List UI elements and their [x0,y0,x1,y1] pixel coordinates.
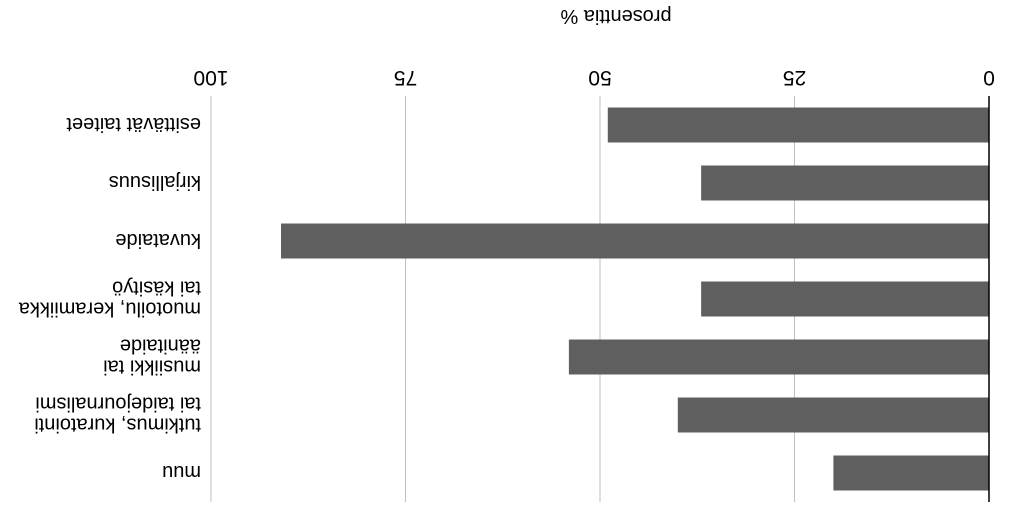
category-label-kirjallisuus: kirjallisuus [109,171,201,193]
x-tick-label-75: 75 [394,66,417,89]
category-label-muotoilu-keramiikka-tai-k-sity: muotoilu, keramiikkatai käsityö [18,277,201,320]
bar-muu [833,455,989,491]
category-label-line: kirjallisuus [109,171,201,193]
x-tick-labels: 0 25 50 75 100 [193,66,994,89]
x-tick-label-50: 50 [588,66,611,89]
category-label-musiikki-tai-nitaide: musiikki taiäänitaide [103,335,201,378]
category-label-line: muotoilu, keramiikka [18,298,201,320]
bars [281,107,989,491]
category-label-line: esittävät taiteet [66,113,201,135]
bar-kuvataide [281,223,989,259]
bar-muotoilu-keramiikka-tai-k-sity [701,281,989,317]
category-label-line: tai taidejournalismi [35,393,201,415]
category-labels: esittävät taiteet kirjallisuus kuvataide mu… [18,113,201,483]
category-label-line: musiikki tai [103,356,201,378]
chart-rotated-group: 0 25 50 75 100 esittävät taiteet kirjallisuus… [18,5,995,502]
bar-tutkimus-kuratointi-tai-taidejournalismi [677,397,989,433]
bar-kirjallisuus [701,165,989,201]
category-label-kuvataide: kuvataide [115,229,201,251]
x-axis-label: prosenttia % [560,5,671,27]
bar-esitt-v-t-taiteet [607,107,989,143]
category-label-line: tai käsityö [112,277,201,299]
category-label-line: tutkimus, kuratointi [34,414,201,436]
category-label-muu: muu [162,461,201,483]
category-label-line: äänitaide [120,335,201,357]
category-label-tutkimus-kuratointi-tai-taidejournalismi: tutkimus, kuratointitai taidejournalismi [34,393,201,436]
bar-musiikki-tai-nitaide [568,339,989,375]
x-tick-label-100: 100 [193,66,228,89]
category-label-line: muu [162,461,201,483]
category-label-line: kuvataide [115,229,201,251]
x-tick-label-0: 0 [983,66,995,89]
category-label-esitt-v-t-taiteet: esittävät taiteet [66,113,201,135]
x-tick-label-25: 25 [783,66,806,89]
